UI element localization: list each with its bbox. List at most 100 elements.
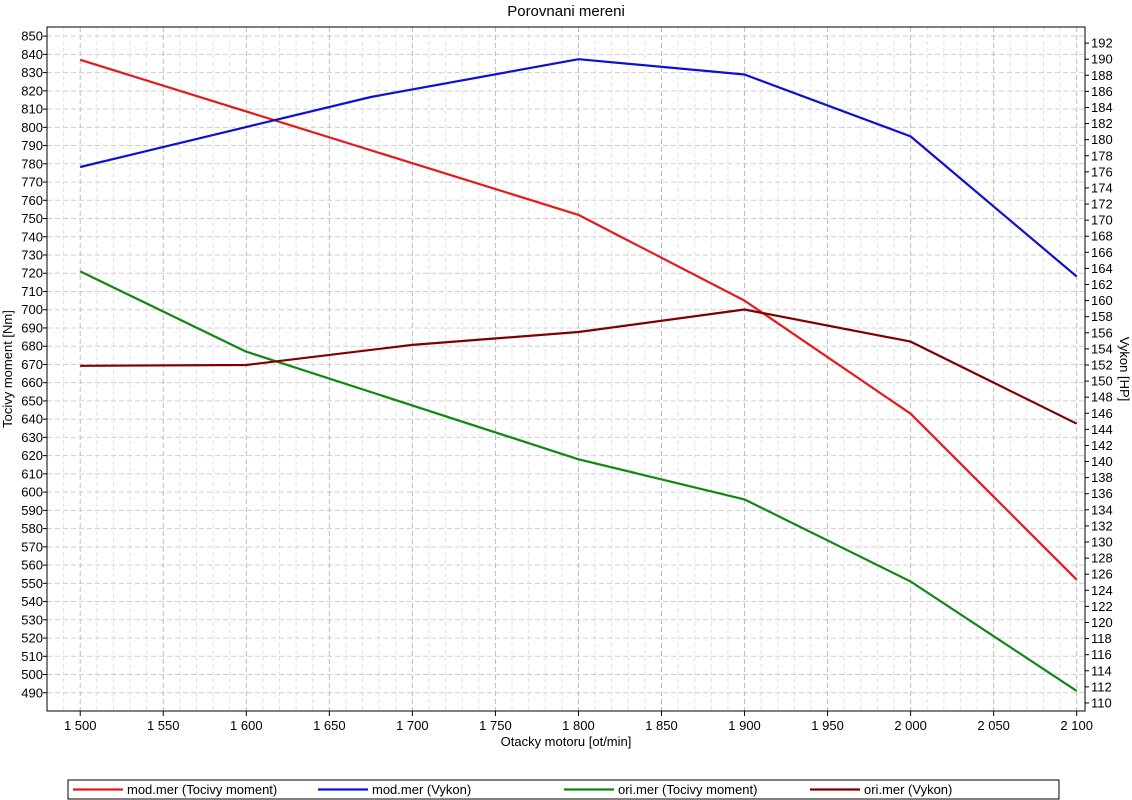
y-right-tick-label: 178 xyxy=(1091,148,1113,163)
y-right-tick-label: 130 xyxy=(1091,535,1113,550)
y-right-tick-label: 148 xyxy=(1091,390,1113,405)
y-left-tick-label: 720 xyxy=(21,266,43,281)
x-tick-label: 1 500 xyxy=(64,718,97,733)
y-left-tick-label: 550 xyxy=(21,576,43,591)
y-right-tick-label: 122 xyxy=(1091,599,1113,614)
y-right-tick-label: 152 xyxy=(1091,357,1113,372)
y-right-tick-label: 182 xyxy=(1091,116,1113,131)
y-left-tick-label: 780 xyxy=(21,156,43,171)
series-line-1 xyxy=(79,58,1078,278)
y-right-tick-label: 110 xyxy=(1091,695,1112,710)
y-right-tick-label: 146 xyxy=(1091,406,1113,421)
y-right-tick-label: 144 xyxy=(1091,422,1113,437)
y-right-tick-label: 134 xyxy=(1091,502,1113,517)
x-tick-label: 1 850 xyxy=(645,718,678,733)
x-tick-label: 1 600 xyxy=(230,718,263,733)
y-left-tick-label: 770 xyxy=(21,175,43,190)
y-right-tick-label: 126 xyxy=(1091,567,1113,582)
y-right-tick-label: 142 xyxy=(1091,438,1113,453)
y-left-tick-label: 840 xyxy=(21,47,43,62)
y-left-tick-label: 580 xyxy=(21,521,43,536)
x-tick-label: 1 800 xyxy=(562,718,595,733)
x-axis-ticks: 1 500 1 550 1 600 1 650 1 700 1 750 1 800 1 850… xyxy=(64,711,1093,733)
y-left-tick-label: 760 xyxy=(21,193,43,208)
y-left-tick-label: 590 xyxy=(21,503,43,518)
y-left-tick-label: 810 xyxy=(21,102,43,117)
y-left-tick-label: 570 xyxy=(21,539,43,554)
y-left-tick-label: 820 xyxy=(21,83,43,98)
legend-label: ori.mer (Vykon) xyxy=(864,782,952,797)
y-right-tick-label: 176 xyxy=(1091,164,1113,179)
y-right-tick-label: 154 xyxy=(1091,341,1113,356)
x-tick-label: 1 700 xyxy=(396,718,429,733)
x-axis-label: Otacky motoru [ot/min] xyxy=(501,734,632,749)
y-left-tick-label: 730 xyxy=(21,248,43,263)
y-left-tick-label: 670 xyxy=(21,357,43,372)
y-left-tick-label: 610 xyxy=(21,466,43,481)
y-right-tick-label: 124 xyxy=(1091,583,1113,598)
y-left-tick-label: 660 xyxy=(21,375,43,390)
y-right-tick-label: 156 xyxy=(1091,325,1113,340)
y-right-tick-label: 186 xyxy=(1091,84,1113,99)
y-right-tick-label: 120 xyxy=(1091,615,1113,630)
chart-title: Porovnani mereni xyxy=(507,3,625,20)
y-left-tick-label: 680 xyxy=(21,339,43,354)
x-tick-label: 2 050 xyxy=(977,718,1010,733)
y-left-tick-label: 690 xyxy=(21,320,43,335)
x-tick-label: 2 100 xyxy=(1060,718,1093,733)
legend: mod.mer (Tocivy moment) mod.mer (Vykon) or… xyxy=(73,782,952,797)
y-right-tick-label: 158 xyxy=(1091,309,1113,324)
y-right-tick-label: 162 xyxy=(1091,277,1113,292)
y-right-tick-label: 112 xyxy=(1091,679,1112,694)
y-left-tick-label: 630 xyxy=(21,430,43,445)
y-left-tick-label: 850 xyxy=(21,29,43,44)
y-left-tick-label: 560 xyxy=(21,558,43,573)
y-right-tick-label: 118 xyxy=(1091,631,1112,646)
y-right-tick-label: 160 xyxy=(1091,293,1113,308)
y-left-tick-label: 830 xyxy=(21,65,43,80)
y-left-tick-label: 650 xyxy=(21,393,43,408)
series-line-2 xyxy=(79,270,1078,692)
y-right-axis-label: Vykon [HP] xyxy=(1117,337,1132,402)
plot-frame xyxy=(46,26,1086,712)
y-left-tick-label: 500 xyxy=(21,667,43,682)
y-right-tick-label: 180 xyxy=(1091,132,1113,147)
y-left-tick-label: 490 xyxy=(21,685,43,700)
y-right-tick-label: 192 xyxy=(1091,36,1113,51)
y-right-tick-label: 138 xyxy=(1091,470,1113,485)
y-right-tick-label: 184 xyxy=(1091,100,1113,115)
y-left-tick-label: 510 xyxy=(21,649,43,664)
y-right-tick-label: 172 xyxy=(1091,197,1113,212)
y-right-tick-label: 164 xyxy=(1091,261,1113,276)
y-left-tick-label: 540 xyxy=(21,594,43,609)
y-right-tick-label: 114 xyxy=(1091,663,1112,678)
y-right-tick-label: 132 xyxy=(1091,518,1113,533)
y-right-tick-label: 116 xyxy=(1091,647,1112,662)
y-left-tick-label: 800 xyxy=(21,120,43,135)
y-left-axis-ticks: 490 500 510 520 530 540 550 560 570 580 590 600 610 6… xyxy=(21,29,47,700)
y-right-tick-label: 136 xyxy=(1091,486,1113,501)
y-left-tick-label: 520 xyxy=(21,631,43,646)
legend-label: mod.mer (Tocivy moment) xyxy=(127,782,277,797)
series-line-0 xyxy=(79,58,1078,581)
y-right-tick-label: 150 xyxy=(1091,374,1113,389)
y-left-tick-label: 530 xyxy=(21,612,43,627)
grid-lines xyxy=(47,27,1085,711)
y-right-tick-label: 188 xyxy=(1091,68,1113,83)
y-left-tick-label: 700 xyxy=(21,302,43,317)
x-tick-label: 1 900 xyxy=(728,718,761,733)
y-right-tick-label: 128 xyxy=(1091,551,1113,566)
y-left-tick-label: 740 xyxy=(21,229,43,244)
y-right-tick-label: 140 xyxy=(1091,454,1113,469)
y-left-tick-label: 640 xyxy=(21,412,43,427)
legend-label: mod.mer (Vykon) xyxy=(372,782,471,797)
legend-box xyxy=(67,779,1060,800)
x-tick-label: 1 550 xyxy=(147,718,180,733)
legend-label: ori.mer (Tocivy moment) xyxy=(618,782,757,797)
y-right-tick-label: 168 xyxy=(1091,229,1113,244)
y-right-axis-ticks: 1101121141161181201221241261281301321341… xyxy=(1085,36,1113,710)
y-left-tick-label: 750 xyxy=(21,211,43,226)
y-left-tick-label: 600 xyxy=(21,485,43,500)
